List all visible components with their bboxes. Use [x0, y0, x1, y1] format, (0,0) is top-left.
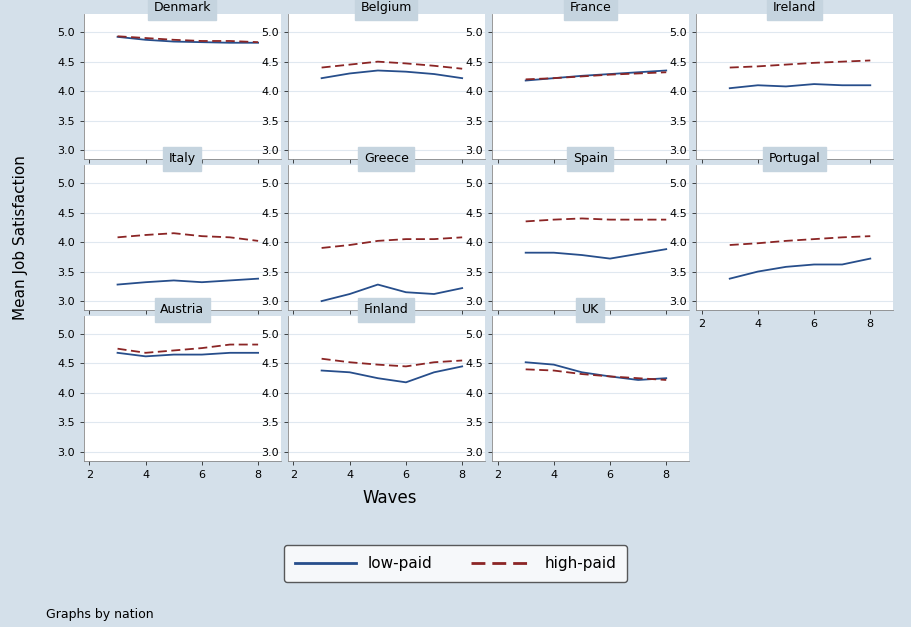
Title: Austria: Austria	[160, 303, 204, 316]
Title: France: France	[569, 1, 611, 14]
Title: Denmark: Denmark	[153, 1, 211, 14]
Text: Graphs by nation: Graphs by nation	[46, 608, 153, 621]
Title: Greece: Greece	[363, 152, 409, 166]
Text: Waves: Waves	[363, 490, 417, 507]
Text: Mean Job Satisfaction: Mean Job Satisfaction	[13, 155, 27, 320]
Title: Belgium: Belgium	[361, 1, 412, 14]
Title: Italy: Italy	[169, 152, 196, 166]
Title: Finland: Finland	[363, 303, 409, 316]
Title: Spain: Spain	[573, 152, 608, 166]
Title: UK: UK	[582, 303, 599, 316]
Legend: low-paid, high-paid: low-paid, high-paid	[284, 545, 627, 582]
Title: Ireland: Ireland	[773, 1, 816, 14]
Title: Portugal: Portugal	[769, 152, 820, 166]
